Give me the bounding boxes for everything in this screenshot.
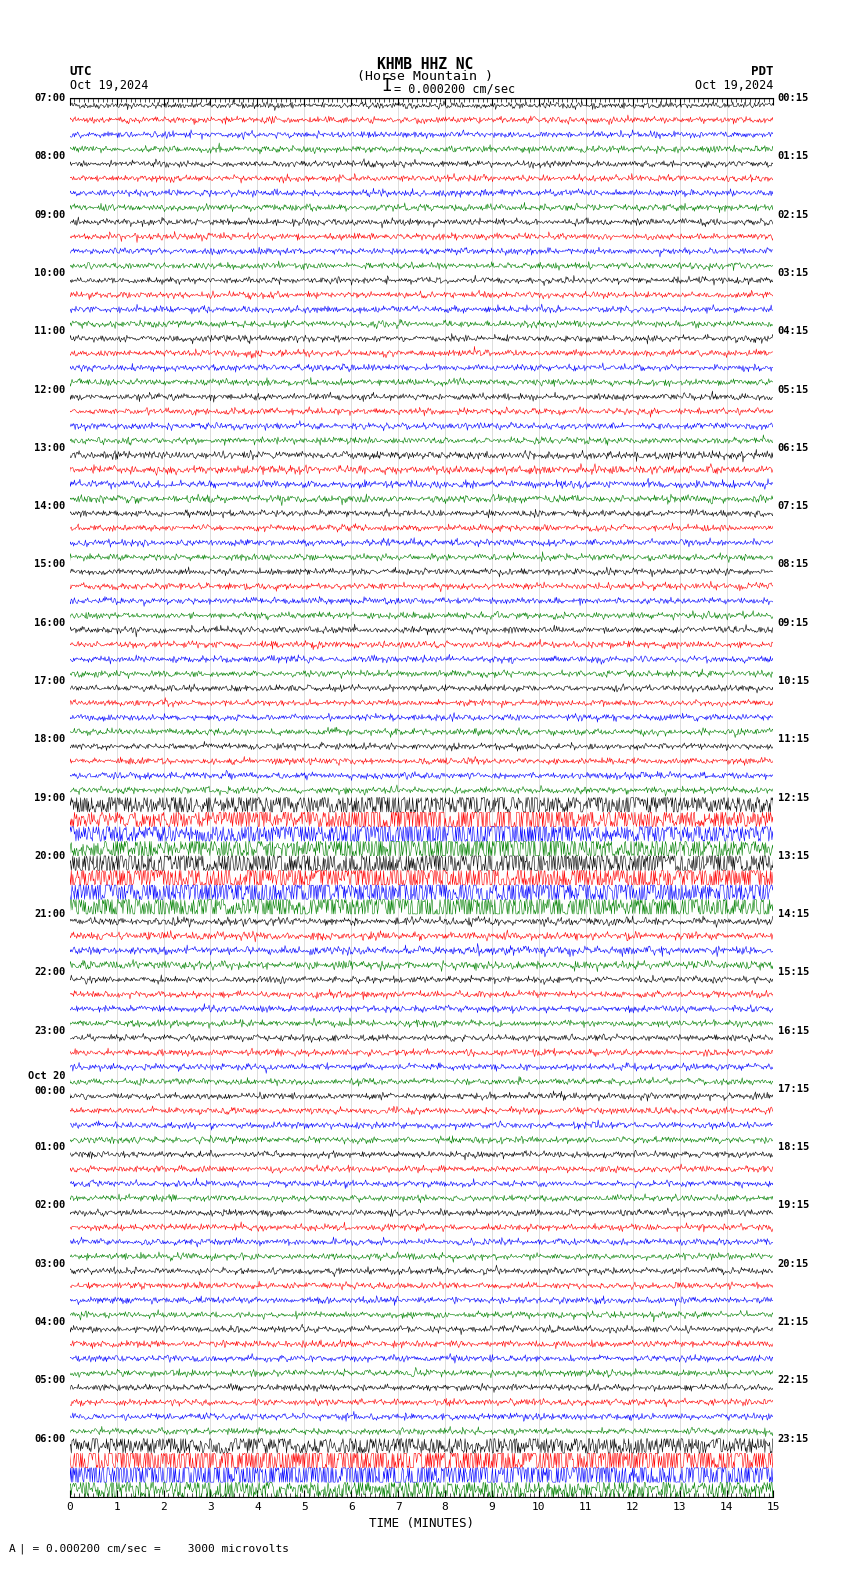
Text: 17:15: 17:15 (778, 1083, 809, 1095)
Text: 09:00: 09:00 (34, 209, 65, 220)
Text: I: I (382, 78, 392, 95)
Text: 23:15: 23:15 (778, 1434, 809, 1443)
Text: 05:15: 05:15 (778, 385, 809, 394)
Text: 05:00: 05:00 (34, 1375, 65, 1386)
Text: 21:00: 21:00 (34, 909, 65, 919)
Text: 02:15: 02:15 (778, 209, 809, 220)
Text: 03:15: 03:15 (778, 268, 809, 279)
Text: 04:15: 04:15 (778, 326, 809, 336)
X-axis label: TIME (MINUTES): TIME (MINUTES) (369, 1517, 474, 1530)
Text: 13:00: 13:00 (34, 444, 65, 453)
Text: 20:15: 20:15 (778, 1259, 809, 1269)
Text: 00:15: 00:15 (778, 93, 809, 103)
Text: 21:15: 21:15 (778, 1316, 809, 1327)
Text: 09:15: 09:15 (778, 618, 809, 627)
Text: 07:00: 07:00 (34, 93, 65, 103)
Text: 08:00: 08:00 (34, 152, 65, 162)
Text: 23:00: 23:00 (34, 1026, 65, 1036)
Text: 22:15: 22:15 (778, 1375, 809, 1386)
Text: 07:15: 07:15 (778, 501, 809, 512)
Text: Oct 20: Oct 20 (28, 1071, 65, 1082)
Text: 12:15: 12:15 (778, 792, 809, 803)
Text: 13:15: 13:15 (778, 851, 809, 860)
Text: 11:15: 11:15 (778, 735, 809, 744)
Text: = 0.000200 cm/sec: = 0.000200 cm/sec (394, 82, 515, 95)
Text: 16:00: 16:00 (34, 618, 65, 627)
Text: 16:15: 16:15 (778, 1026, 809, 1036)
Text: 14:00: 14:00 (34, 501, 65, 512)
Text: 19:15: 19:15 (778, 1201, 809, 1210)
Text: 03:00: 03:00 (34, 1259, 65, 1269)
Text: 18:00: 18:00 (34, 735, 65, 744)
Text: 08:15: 08:15 (778, 559, 809, 569)
Text: 14:15: 14:15 (778, 909, 809, 919)
Text: (Horse Mountain ): (Horse Mountain ) (357, 70, 493, 82)
Text: 10:00: 10:00 (34, 268, 65, 279)
Text: 01:00: 01:00 (34, 1142, 65, 1152)
Text: 02:00: 02:00 (34, 1201, 65, 1210)
Text: 00:00: 00:00 (34, 1085, 65, 1096)
Text: 22:00: 22:00 (34, 968, 65, 977)
Text: 15:00: 15:00 (34, 559, 65, 569)
Text: 19:00: 19:00 (34, 792, 65, 803)
Text: 04:00: 04:00 (34, 1316, 65, 1327)
Text: Oct 19,2024: Oct 19,2024 (70, 79, 148, 92)
Text: 20:00: 20:00 (34, 851, 65, 860)
Text: 18:15: 18:15 (778, 1142, 809, 1152)
Text: | = 0.000200 cm/sec =    3000 microvolts: | = 0.000200 cm/sec = 3000 microvolts (19, 1544, 289, 1554)
Text: 15:15: 15:15 (778, 968, 809, 977)
Text: UTC: UTC (70, 65, 92, 78)
Text: A: A (8, 1544, 15, 1554)
Text: KHMB HHZ NC: KHMB HHZ NC (377, 57, 473, 71)
Text: 06:15: 06:15 (778, 444, 809, 453)
Text: 10:15: 10:15 (778, 676, 809, 686)
Text: Oct 19,2024: Oct 19,2024 (695, 79, 774, 92)
Text: 01:15: 01:15 (778, 152, 809, 162)
Text: 12:00: 12:00 (34, 385, 65, 394)
Text: 06:00: 06:00 (34, 1434, 65, 1443)
Text: PDT: PDT (751, 65, 774, 78)
Text: 17:00: 17:00 (34, 676, 65, 686)
Text: 11:00: 11:00 (34, 326, 65, 336)
